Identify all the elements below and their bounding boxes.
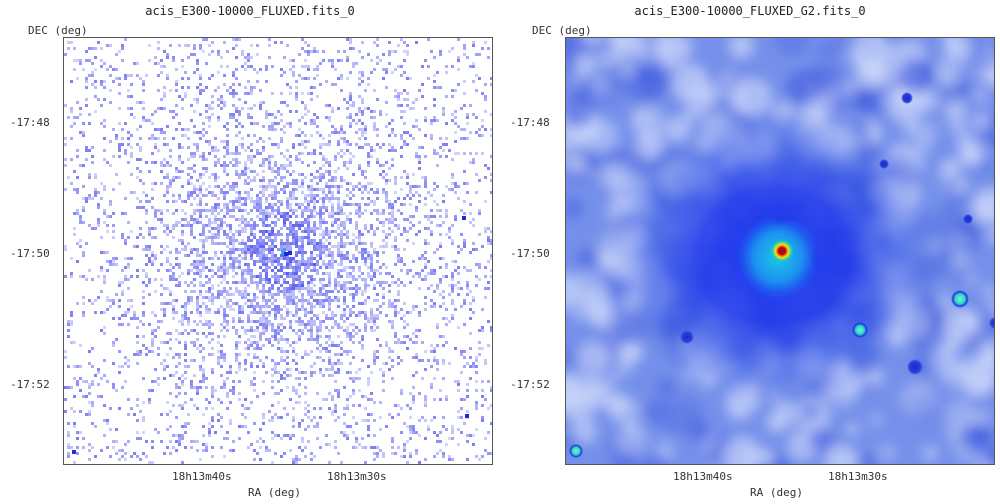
image-frame[interactable] xyxy=(565,37,995,465)
y-tick-label: -17:50 xyxy=(10,247,50,260)
x-tick-label: 18h13m40s xyxy=(172,470,232,483)
y-axis-label: DEC (deg) xyxy=(532,24,592,37)
x-tick-label: 18h13m30s xyxy=(327,470,387,483)
x-axis-label: RA (deg) xyxy=(248,486,301,499)
y-tick-label: -17:48 xyxy=(10,116,50,129)
x-tick-label: 18h13m40s xyxy=(673,470,733,483)
x-axis-label: RA (deg) xyxy=(750,486,803,499)
y-tick-label: -17:50 xyxy=(510,247,550,260)
left-image-panel: acis_E300-10000_FLUXED.fits_0 DEC (deg) … xyxy=(10,4,493,499)
x-tick-label: 18h13m30s xyxy=(828,470,888,483)
raw-counts-image xyxy=(64,38,492,464)
image-frame[interactable] xyxy=(63,37,493,465)
y-tick-label: -17:48 xyxy=(510,116,550,129)
smoothed-image xyxy=(566,38,994,464)
panel-title: acis_E300-10000_FLUXED.fits_0 xyxy=(145,4,355,18)
panel-title: acis_E300-10000_FLUXED_G2.fits_0 xyxy=(634,4,866,18)
y-axis-label: DEC (deg) xyxy=(28,24,88,37)
right-image-panel: acis_E300-10000_FLUXED_G2.fits_0 DEC (de… xyxy=(500,0,1000,504)
y-tick-label: -17:52 xyxy=(10,378,50,391)
y-tick-label: -17:52 xyxy=(510,378,550,391)
